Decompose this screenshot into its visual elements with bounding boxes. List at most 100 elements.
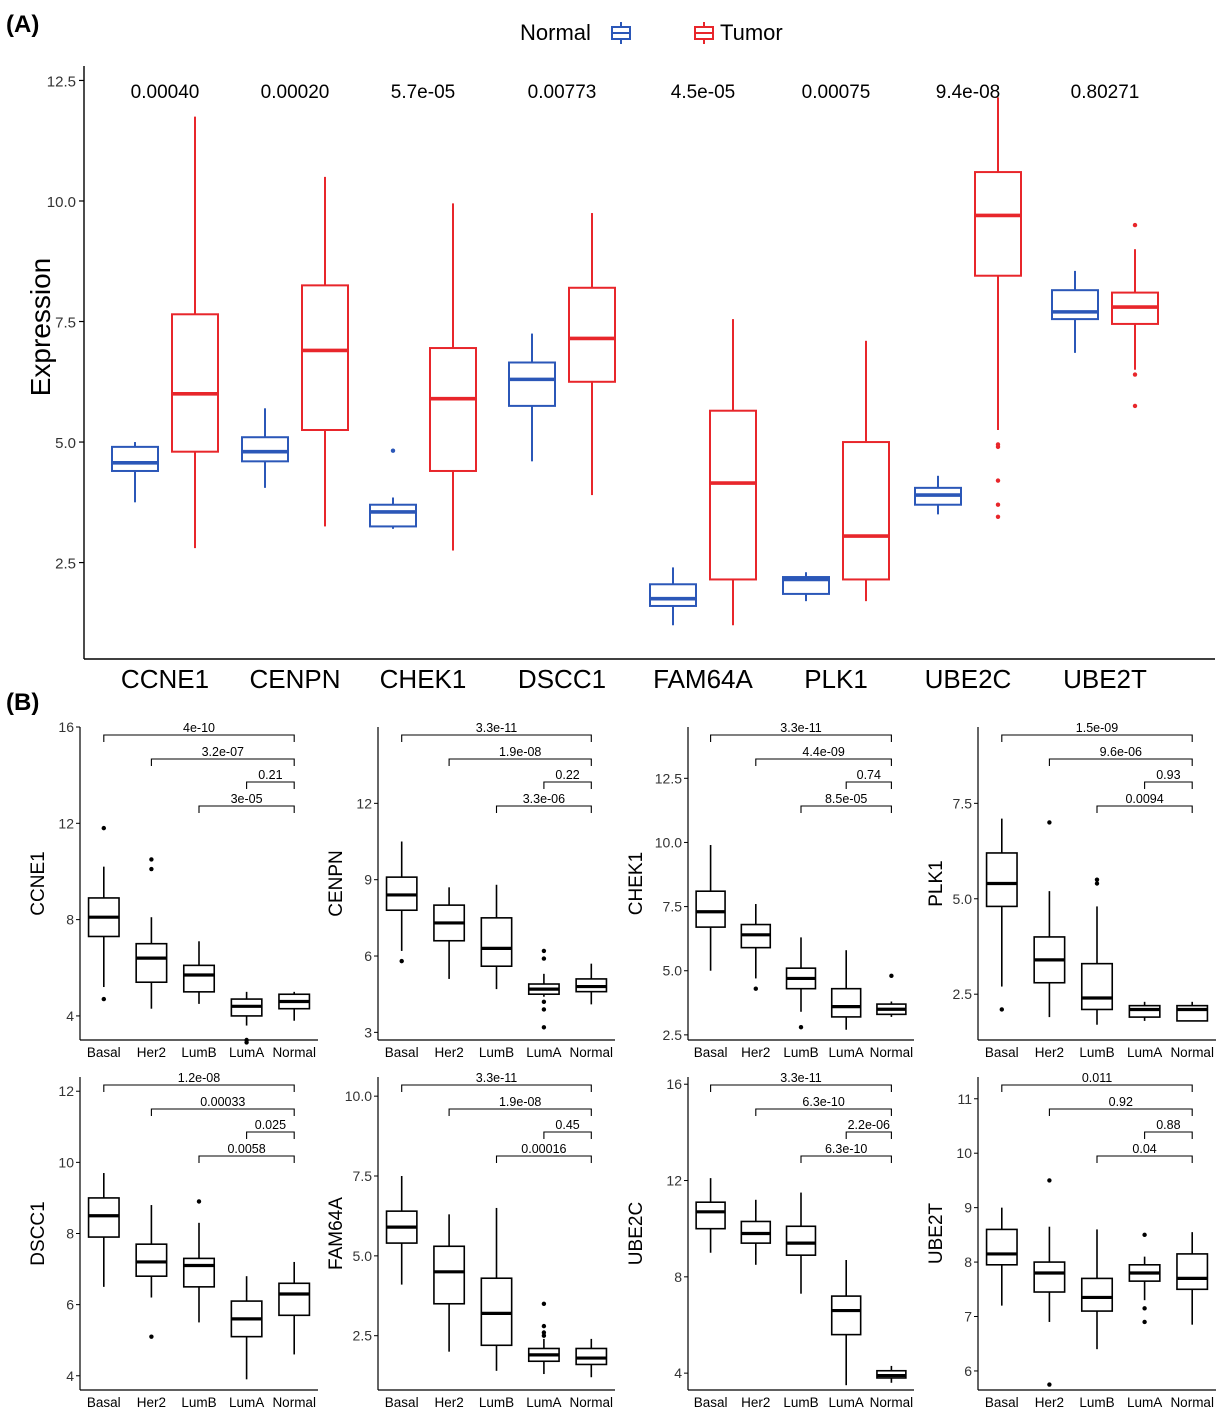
bracket-line	[1144, 1131, 1193, 1139]
normal-box-ccne1	[111, 442, 159, 503]
comparison-bracket: 1.2e-08	[103, 1071, 295, 1092]
x-tick-label: Normal	[570, 1045, 614, 1060]
y-tick-label: 6	[964, 1363, 972, 1379]
tumor-box-plk1	[842, 340, 890, 602]
box-outlier-3	[995, 502, 1001, 507]
normal-box-fam64a	[649, 567, 697, 626]
box-lumb	[785, 1192, 817, 1294]
comparison-bracket: 0.00016	[495, 1142, 592, 1163]
box-box	[241, 436, 289, 463]
bracket-p-value: 8.5e-05	[825, 792, 867, 806]
y-tick-label: 10.0	[655, 834, 682, 850]
comparison-bracket: 0.22	[543, 768, 592, 789]
box-outlier-1	[101, 996, 107, 1002]
box-box	[171, 313, 219, 453]
box-outlier-1	[995, 444, 1001, 450]
y-tick-label: 7.5	[55, 315, 76, 332]
comparison-bracket: 0.025	[246, 1118, 295, 1139]
comparison-bracket: 1.9e-08	[448, 745, 592, 766]
comparison-bracket: 0.0094	[1096, 792, 1193, 813]
box-lumb	[1080, 877, 1114, 1025]
bracket-p-value: 6.3e-10	[825, 1142, 867, 1156]
y-tick-label: 10.0	[345, 1088, 372, 1104]
tumor-box-cenpn	[301, 176, 349, 527]
bracket-line	[198, 1155, 295, 1163]
box-lumb	[182, 1199, 216, 1323]
x-tick-label: LumB	[783, 1045, 818, 1060]
box-box	[974, 171, 1022, 277]
box-outlier-2	[1142, 1319, 1147, 1325]
y-tick-label: 8	[66, 912, 74, 928]
box-outlier-0	[753, 986, 758, 991]
x-tick-label: LumA	[526, 1395, 561, 1410]
y-tick-label: 7.5	[663, 899, 683, 915]
normal-box-ube2c	[914, 475, 962, 515]
x-tick-label: CENPN	[249, 664, 340, 694]
bracket-line	[1048, 758, 1193, 766]
box-box	[111, 445, 159, 472]
x-tick-label: Normal	[272, 1395, 316, 1410]
comparison-bracket: 3e-05	[198, 792, 295, 813]
tumor-box-chek1	[429, 203, 477, 551]
normal-box-chek1	[369, 448, 417, 529]
comparison-bracket: 1.9e-08	[448, 1095, 592, 1116]
box-outlier-2	[995, 478, 1001, 483]
bracket-line	[495, 1155, 592, 1163]
bracket-p-value: 1.9e-08	[499, 1095, 541, 1109]
y-tick-label: 12.5	[655, 770, 682, 786]
legend-entry-normal: Normal	[520, 20, 631, 45]
panel-b-chart-chek1: 2.5 5.0 7.5 10.0 12.5 CHEK1 Basal Her2 LumB LumA N…	[626, 721, 914, 1060]
p-value-label: 0.00040	[131, 82, 200, 103]
box-box	[985, 1228, 1018, 1266]
box-outlier-0	[390, 448, 396, 453]
bracket-p-value: 0.0058	[227, 1142, 265, 1156]
x-tick-label: Basal	[694, 1045, 728, 1060]
bracket-p-value: 0.025	[255, 1118, 286, 1132]
y-tick-label: 10.0	[47, 194, 76, 211]
x-tick-label: LumA	[526, 1045, 561, 1060]
box-outlier-0	[1047, 1178, 1052, 1183]
x-tick-label: Normal	[1170, 1045, 1214, 1060]
bracket-p-value: 4e-10	[183, 721, 215, 735]
box-box	[695, 1201, 726, 1230]
panel-a-chart: 2.5 5.0 7.5 10.0 12.5 Expression CCNE1 0.00040 C…	[25, 20, 1215, 694]
box-luma	[830, 950, 862, 1030]
y-tick-label: 12	[356, 795, 372, 811]
y-tick-label: 8	[66, 1226, 74, 1242]
bracket-p-value: 0.45	[555, 1118, 579, 1132]
box-box	[649, 583, 697, 607]
box-outlier-1	[244, 1040, 249, 1045]
bracket-line	[710, 734, 892, 742]
tumor-box-dscc1	[568, 213, 616, 496]
y-tick-label: 5.0	[953, 891, 973, 907]
x-tick-label: Basal	[87, 1395, 121, 1410]
box-her2	[1033, 820, 1066, 1018]
x-tick-label: Normal	[870, 1045, 914, 1060]
x-tick-label: Her2	[434, 1045, 463, 1060]
y-axis-title: CENPN	[326, 850, 347, 917]
bracket-p-value: 0.93	[1156, 768, 1180, 782]
comparison-bracket: 3.3e-11	[710, 1071, 892, 1092]
y-tick-label: 4	[66, 1008, 74, 1024]
y-axis-title: UBE2C	[626, 1202, 647, 1265]
box-her2	[433, 1214, 466, 1352]
y-axis-title: CHEK1	[626, 852, 647, 915]
box-lumb	[785, 937, 817, 1030]
box-outlier-1	[541, 1323, 547, 1329]
box-normal	[278, 991, 311, 1021]
normal-box-dscc1	[508, 333, 556, 462]
y-tick-label: 8	[964, 1254, 972, 1270]
box-box	[1033, 1261, 1066, 1293]
bracket-line	[800, 1155, 892, 1163]
box-box	[278, 1282, 311, 1317]
comparison-bracket: 3.3e-06	[495, 792, 592, 813]
box-outlier-1	[149, 866, 154, 872]
comparison-bracket: 3.3e-11	[401, 1071, 592, 1092]
x-tick-label: UBE2T	[1063, 664, 1147, 694]
x-tick-label: Her2	[741, 1395, 770, 1410]
box-lumb	[480, 1207, 513, 1371]
box-outlier-0	[541, 1301, 547, 1306]
x-tick-label: CHEK1	[380, 664, 467, 694]
box-luma	[527, 948, 560, 1030]
p-value-label: 5.7e-05	[391, 82, 455, 103]
